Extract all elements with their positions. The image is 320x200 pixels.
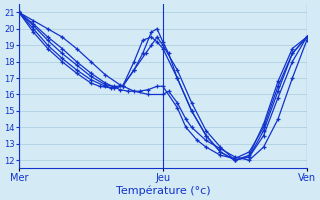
X-axis label: Température (°c): Température (°c) — [116, 185, 210, 196]
